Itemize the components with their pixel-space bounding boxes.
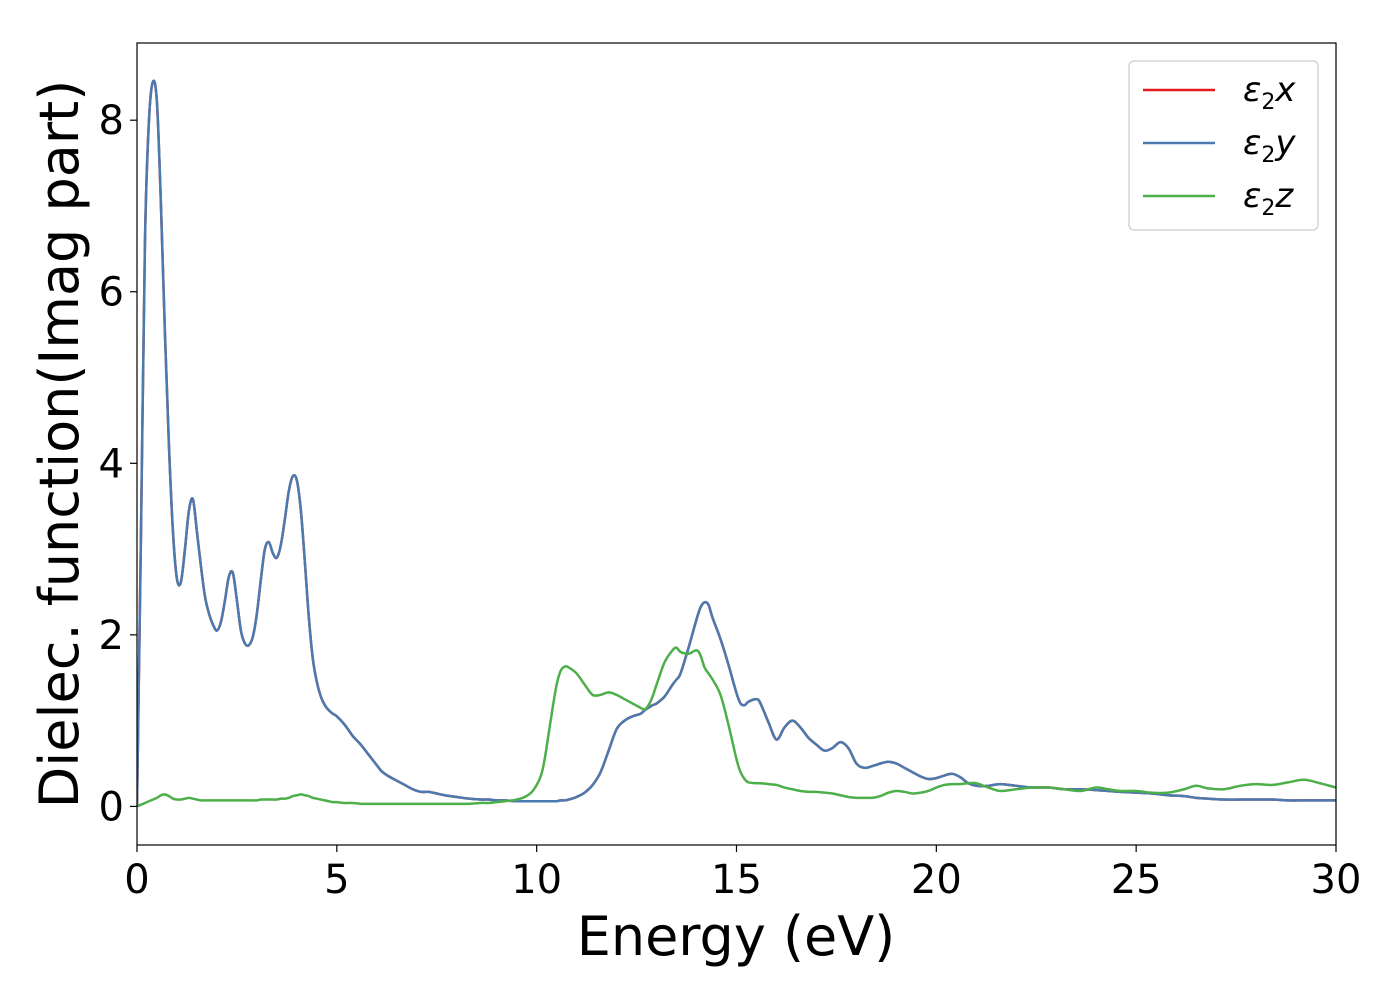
series-line-y [137,79,1336,807]
x-tick-label: 25 [1111,857,1162,903]
legend-entry-z: ε2z [1143,176,1294,221]
series-layer [137,79,1336,808]
x-tick-label: 5 [324,857,349,903]
y-tick-label: 0 [99,784,124,830]
x-tick-label: 10 [511,857,562,903]
series-line-z [137,646,1336,808]
y-axis: 0 2 4 6 8 [99,98,137,830]
x-axis: 0 5 10 15 20 25 30 [124,845,1361,903]
x-axis-title: Energy (eV) [577,905,896,968]
y-tick-label: 2 [99,613,124,659]
x-tick-label: 30 [1311,857,1362,903]
y-tick-label: 6 [99,270,124,316]
legend-label-z: ε2z [1243,176,1294,221]
legend-box [1128,60,1319,231]
legend: ε2x ε2y ε2z [1128,60,1319,231]
y-tick-label: 4 [99,441,124,487]
legend-entry-y: ε2y [1143,123,1296,168]
x-tick-label: 0 [124,857,149,903]
legend-label-y: ε2y [1243,123,1296,168]
y-axis-title: Dielec. function(Imag part) [28,80,91,809]
x-tick-label: 15 [711,857,762,903]
x-tick-label: 20 [911,857,962,903]
y-tick-label: 8 [99,98,124,144]
legend-label-x: ε2x [1243,70,1296,115]
legend-entry-x: ε2x [1143,70,1296,115]
